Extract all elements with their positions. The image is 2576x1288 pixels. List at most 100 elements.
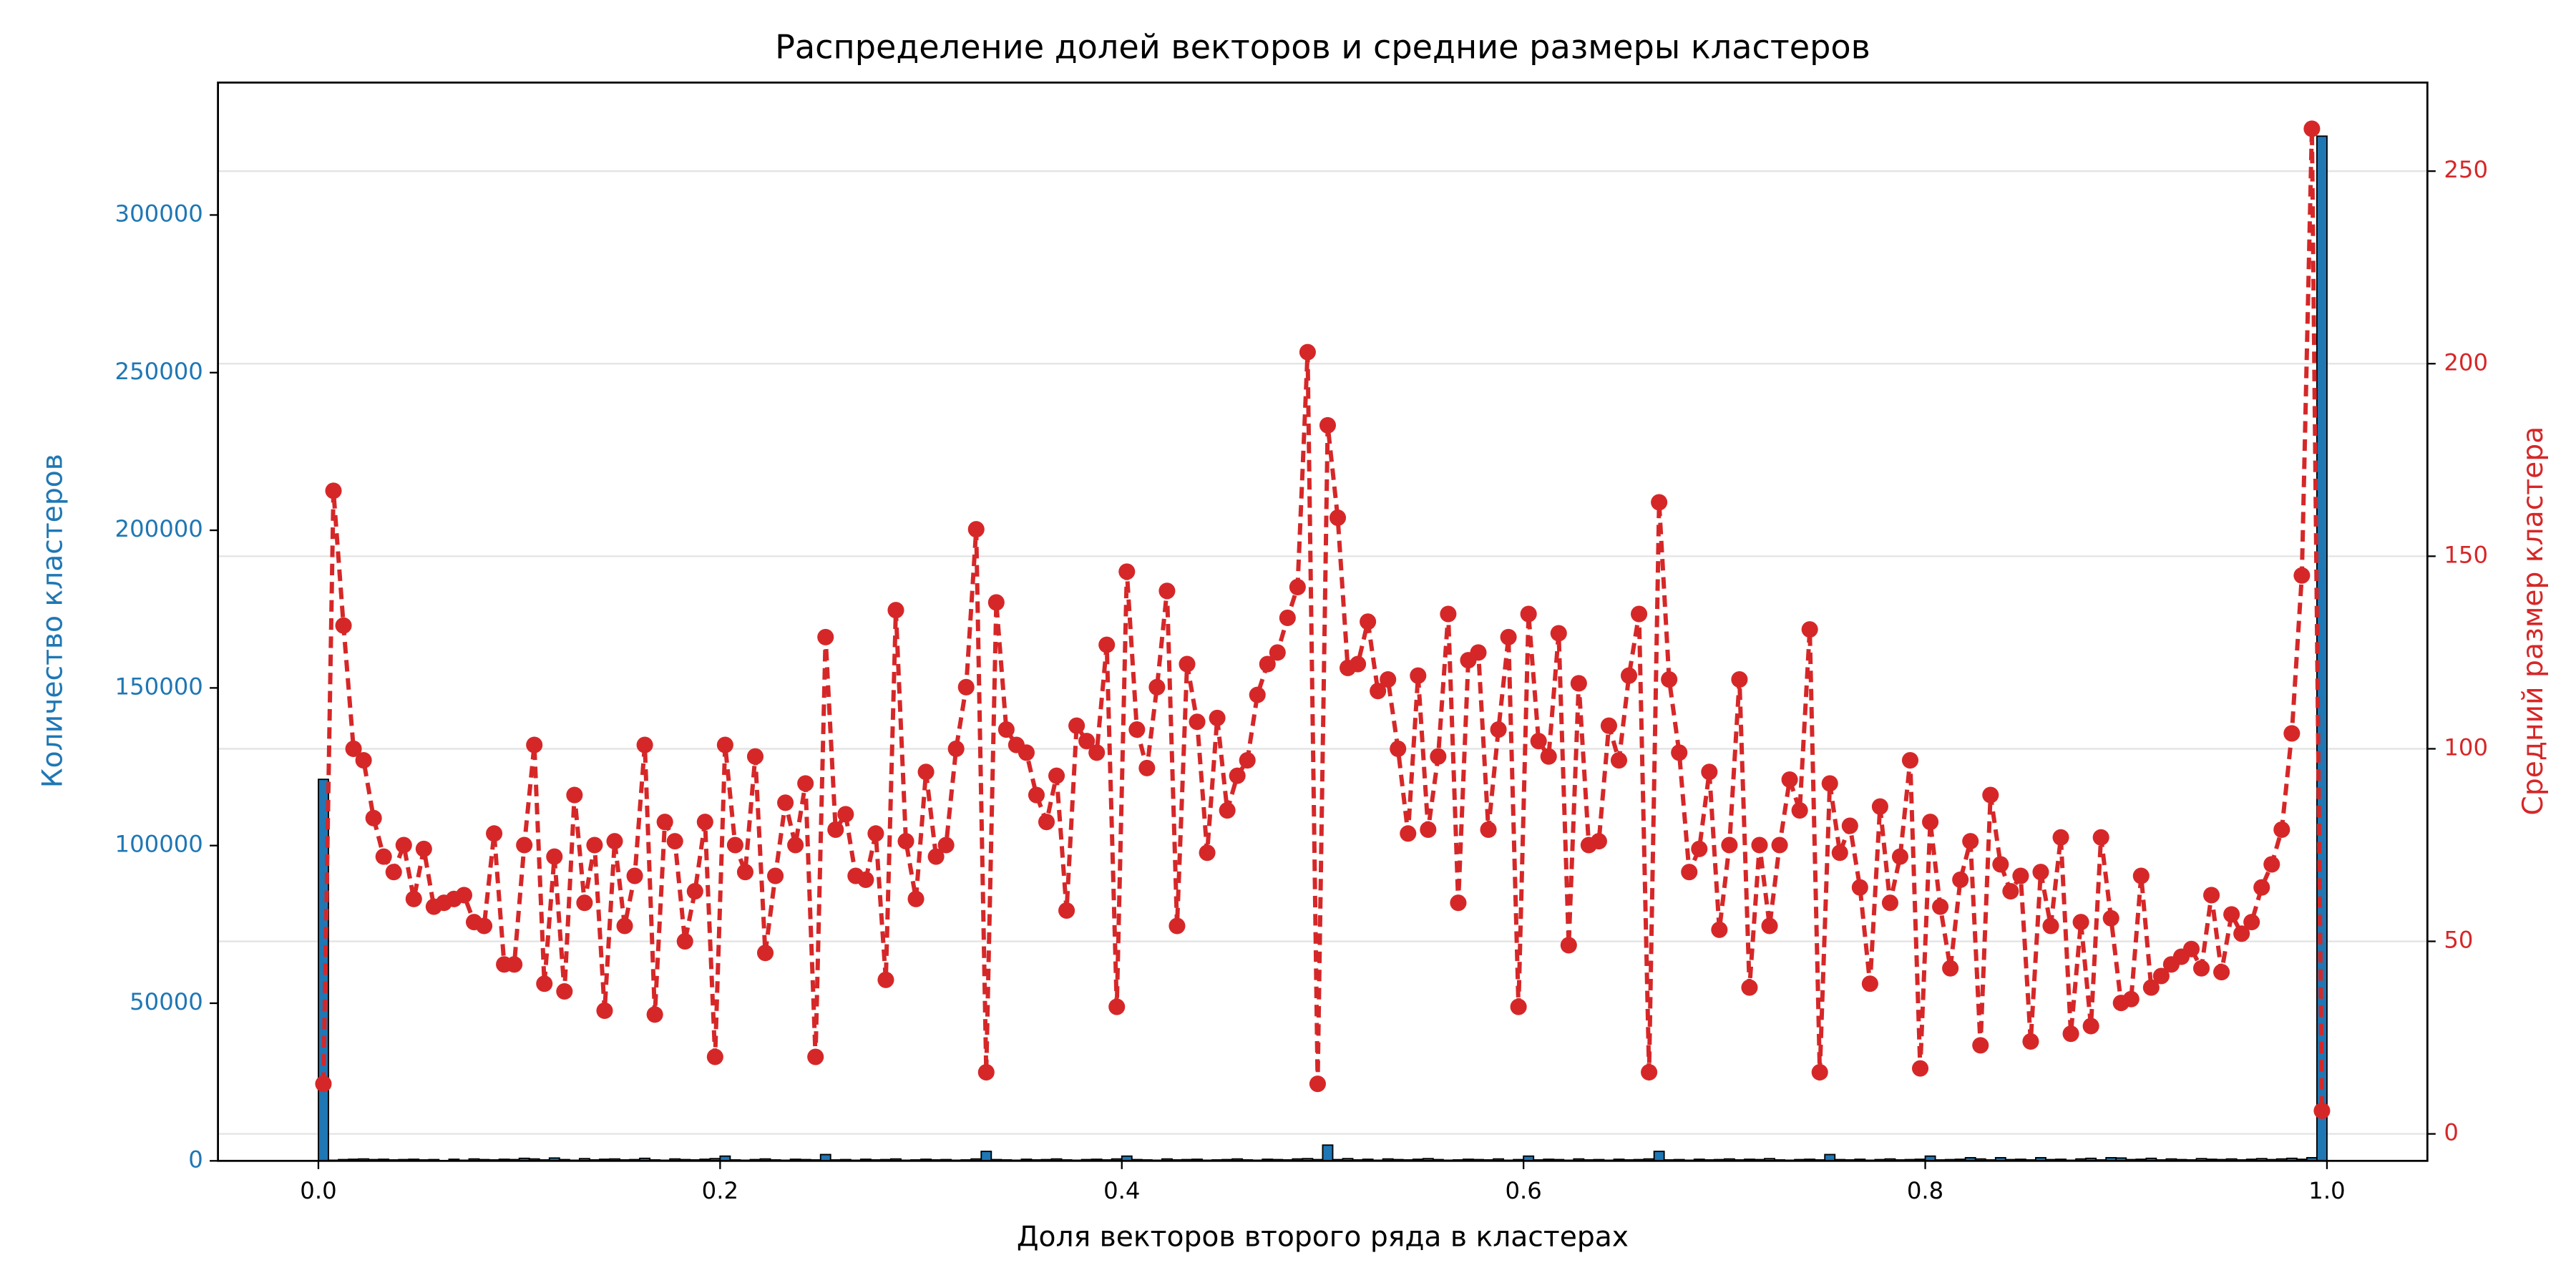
line-marker (1570, 675, 1587, 692)
line-marker (947, 740, 965, 757)
line-marker (2313, 1102, 2331, 1119)
line-marker (576, 894, 593, 912)
y2-tick-label: 150 (2444, 541, 2488, 568)
line-marker (1972, 1037, 1989, 1054)
y-tick-label: 0 (188, 1146, 203, 1173)
line-marker (1841, 817, 1858, 834)
line-marker (1550, 625, 1567, 642)
line-marker (526, 736, 543, 753)
line-marker (907, 890, 924, 907)
line-marker (1098, 636, 1116, 653)
line-marker (1962, 833, 1979, 850)
line-marker (1269, 644, 1286, 661)
line-marker (987, 594, 1005, 611)
line-marker (686, 883, 703, 900)
line-marker (1058, 902, 1075, 919)
line-marker (636, 736, 653, 753)
line-marker (385, 864, 402, 881)
line-marker (1721, 836, 1738, 854)
line-marker (1761, 917, 1778, 935)
line-marker (1811, 1063, 1828, 1081)
line-marker (1681, 864, 1698, 881)
line-marker (1520, 605, 1537, 623)
line-marker (1249, 686, 1266, 703)
line-marker (1881, 894, 1898, 912)
line-marker (1370, 683, 1387, 700)
x-tick-label: 0.0 (300, 1177, 336, 1204)
y2-tick-label: 50 (2444, 927, 2473, 954)
line-marker (656, 814, 673, 831)
y-tick-label: 200000 (115, 515, 203, 542)
y-tick-label: 300000 (115, 200, 203, 227)
line-marker (375, 848, 392, 865)
axes: 0.0 0.2 0.4 0.6 0.8 1.00500001000001500002000… (115, 156, 2488, 1204)
line-marker (1641, 1063, 1658, 1081)
y2-tick-label: 200 (2444, 348, 2488, 376)
y2-axis-label: Средний размер кластера (2517, 426, 2550, 816)
line-marker (2223, 906, 2240, 923)
line-marker (706, 1048, 723, 1065)
line-marker (2203, 887, 2220, 904)
line-marker (1771, 836, 1788, 854)
line-marker (1118, 563, 1136, 580)
line-marker (1189, 713, 1206, 731)
line-marker (867, 825, 884, 842)
line-marker (967, 521, 985, 538)
line-marker (1500, 628, 1517, 645)
line-marker (1942, 960, 1959, 977)
line-marker (2192, 960, 2210, 977)
line-marker (405, 890, 422, 907)
line-marker (2293, 567, 2311, 584)
line-marker (1851, 879, 1868, 896)
line-marker (777, 794, 794, 811)
line-marker (1610, 752, 1628, 769)
line-marker (1671, 744, 1688, 761)
y-tick-label: 150000 (115, 673, 203, 700)
y2-tick-label: 0 (2444, 1119, 2459, 1146)
line-marker (546, 848, 563, 865)
line-marker (1952, 871, 1969, 888)
line-marker (2233, 925, 2250, 942)
line-marker (566, 786, 583, 804)
y2-tick-label: 250 (2444, 156, 2488, 183)
line-marker (1470, 644, 1487, 661)
line-marker (1350, 655, 1367, 673)
line-marker (1821, 775, 1838, 792)
line-marker (716, 736, 733, 753)
line-marker (1861, 975, 1878, 992)
line-marker (1148, 678, 1166, 696)
line-marker (1108, 998, 1126, 1015)
line-marker (1289, 578, 1306, 595)
line-marker (1128, 721, 1146, 738)
line-marker (1992, 856, 2009, 873)
line-marker (1620, 667, 1638, 684)
x-axis-label: Доля векторов второго ряда в кластерах (1017, 1221, 1629, 1253)
x-tick-label: 1.0 (2308, 1177, 2345, 1204)
line-marker (666, 833, 683, 850)
line-marker (1922, 814, 1939, 831)
line-marker (1138, 759, 1156, 776)
line-marker (1480, 821, 1497, 839)
line-marker (1440, 605, 1457, 623)
y-tick-label: 250000 (115, 358, 203, 385)
line-marker (887, 602, 904, 619)
line-marker (345, 740, 362, 757)
line-marker (1711, 921, 1728, 938)
line-marker (957, 678, 975, 696)
line-marker (1028, 786, 1045, 804)
line-marker (1891, 848, 1909, 865)
line-marker (2142, 979, 2160, 996)
line-marker (1651, 494, 1668, 511)
line-marker (1741, 979, 1758, 996)
line-marker (897, 833, 914, 850)
x-tick-label: 0.8 (1907, 1177, 1943, 1204)
line-marker (1701, 763, 1718, 781)
line-marker (1380, 671, 1397, 688)
line-marker (616, 917, 633, 935)
line-marker (1410, 667, 1427, 684)
line-marker (1590, 833, 1607, 850)
line-marker (1982, 786, 1999, 804)
line-marker (1831, 844, 1848, 862)
